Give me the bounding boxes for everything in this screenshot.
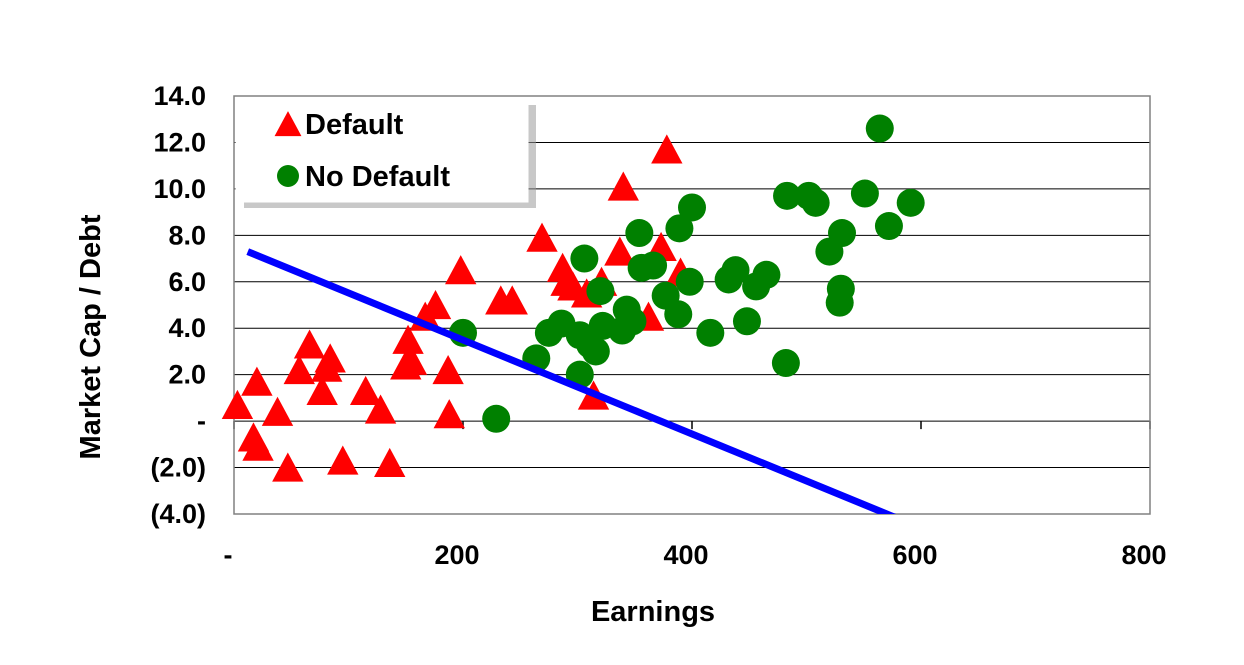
y-tick-label-8: (2.0) (150, 453, 206, 483)
x-axis-title: Earnings (591, 596, 715, 628)
y-tick-label-4: 6.0 (168, 267, 206, 297)
legend-item-default: Default (274, 109, 404, 141)
circle-marker-icon (277, 165, 299, 187)
default-point-6 (283, 354, 315, 385)
y-axis-title: Market Cap / Debt (75, 214, 107, 459)
data-marks (221, 114, 925, 482)
no-default-point-40 (896, 188, 925, 217)
y-tick-label-9: (4.0) (150, 499, 206, 529)
no-default-point-15 (625, 219, 654, 248)
default-point-25 (526, 222, 558, 252)
default-point-7 (293, 329, 326, 359)
no-default-point-17 (639, 251, 668, 280)
no-default-point-19 (664, 300, 693, 329)
default-point-36 (651, 134, 683, 164)
x-tick-label-3: 600 (892, 540, 937, 570)
y-axis-ticks: 14.0 12.0 10.0 8.0 6.0 4.0 2.0 - (2.0) (4.0) (150, 81, 206, 529)
default-point-33 (607, 171, 639, 201)
no-default-point-14 (618, 307, 647, 336)
legend-item-no-default: No Default (277, 161, 450, 193)
default-point-22 (445, 255, 477, 285)
no-default-point-20 (665, 214, 694, 243)
x-tick-label-1: 200 (434, 540, 479, 570)
no-default-point-36 (827, 219, 856, 248)
no-default-point-9 (581, 337, 610, 366)
legend-label-no-default: No Default (305, 161, 450, 193)
no-default-point-30 (773, 181, 802, 210)
decision-boundary-line (246, 248, 897, 514)
y-tick-label-7: - (197, 406, 206, 436)
default-point-10 (314, 343, 346, 373)
y-tick-label-6: 2.0 (168, 360, 206, 390)
no-default-point-25 (721, 256, 750, 285)
no-default-point-28 (752, 260, 781, 289)
y-tick-label-0: 14.0 (153, 81, 206, 111)
no-default-point-23 (696, 318, 725, 347)
triangle-marker-icon (274, 111, 302, 137)
default-point-2 (241, 366, 273, 396)
no-default-point-26 (732, 307, 761, 336)
x-axis-ticks: - 200 400 600 800 (224, 540, 1167, 570)
default-point-5 (272, 452, 304, 482)
default-point-19 (419, 289, 452, 320)
no-default-point-29 (771, 349, 800, 378)
y-tick-label-1: 12.0 (153, 127, 206, 157)
default-point-14 (374, 447, 406, 477)
no-default-point-22 (678, 193, 706, 222)
y-tick-label-2: 10.0 (153, 174, 206, 204)
no-default-point-39 (874, 212, 903, 241)
no-default-point-37 (850, 179, 879, 208)
default-point-20 (432, 354, 464, 385)
default-point-3 (242, 431, 274, 461)
no-default-point-1 (482, 404, 511, 433)
no-default-point-35 (826, 274, 855, 303)
default-point-0 (221, 389, 254, 419)
default-point-24 (496, 285, 528, 315)
default-point-12 (349, 375, 382, 406)
default-point-32 (604, 236, 636, 266)
default-point-8 (306, 375, 338, 406)
no-default-point-32 (801, 188, 830, 217)
y-tick-label-3: 8.0 (168, 220, 206, 250)
y-tick-label-5: 4.0 (168, 313, 206, 343)
default-point-21 (433, 399, 465, 429)
no-default-point-7 (570, 244, 599, 273)
default-point-4 (261, 396, 294, 426)
no-default-point-38 (865, 114, 894, 143)
default-point-16 (392, 324, 424, 354)
default-point-17 (395, 345, 428, 375)
no-default-point-21 (675, 267, 704, 296)
x-tick-label-0: - (224, 540, 233, 570)
x-tick-label-4: 800 (1121, 540, 1166, 570)
legend: Default No Default (235, 98, 536, 208)
plot-area-frame (233, 95, 1151, 515)
default-point-11 (327, 445, 359, 475)
default-point-13 (364, 394, 397, 424)
default-point-26 (546, 252, 579, 282)
x-tick-label-2: 400 (663, 540, 708, 570)
legend-label-default: Default (305, 109, 404, 141)
no-default-point-10 (586, 277, 615, 306)
